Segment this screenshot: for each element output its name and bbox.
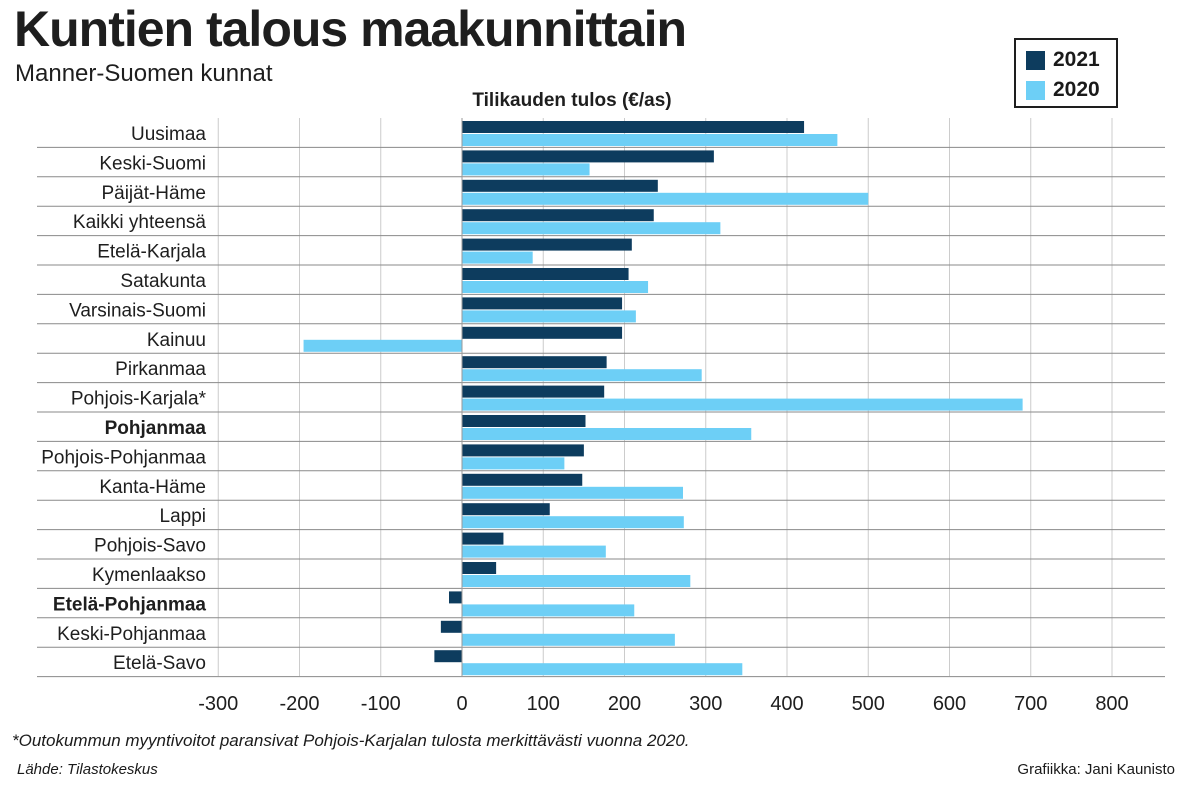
axis-title: Tilikauden tulos (€/as)	[472, 90, 671, 111]
bar-2021	[462, 238, 632, 251]
x-tick-label: 600	[933, 693, 966, 715]
category-label: Etelä-Savo	[113, 653, 206, 674]
bar-2020	[462, 369, 702, 382]
x-tick-label: -300	[198, 693, 238, 715]
legend-label-2021: 2021	[1053, 48, 1100, 71]
bar-2020	[462, 222, 721, 235]
bar-2020	[462, 163, 590, 176]
bar-2020	[462, 516, 684, 529]
bar-2021	[462, 385, 605, 398]
bar-2021	[462, 326, 623, 339]
graphic-credit: Grafiikka: Jani Kaunisto	[1017, 761, 1175, 778]
page-title: Kuntien talous maakunnittain	[14, 1, 687, 57]
category-label: Satakunta	[120, 271, 206, 292]
x-tick-label: 100	[527, 693, 560, 715]
bar-2021	[462, 532, 504, 545]
x-tick-label: -200	[279, 693, 319, 715]
x-tick-label: 500	[852, 693, 885, 715]
bar-2020	[462, 398, 1023, 411]
page-subtitle: Manner-Suomen kunnat	[15, 60, 273, 87]
bar-2021	[462, 503, 550, 516]
category-label: Kymenlaakso	[92, 565, 206, 586]
category-label: Lappi	[160, 506, 207, 527]
bar-2021	[434, 650, 462, 663]
x-tick-label: 300	[689, 693, 722, 715]
bar-2020	[462, 251, 533, 264]
bar-2020	[462, 134, 838, 146]
bar-2021	[462, 268, 629, 280]
chart-legend: 2021 2020	[1014, 38, 1118, 108]
bar-2020	[462, 192, 869, 205]
category-label: Etelä-Karjala	[97, 242, 206, 263]
bar-2021	[462, 121, 805, 133]
category-label: Pohjois-Pohjanmaa	[41, 447, 206, 468]
bar-2020	[462, 545, 606, 558]
bar-2020	[462, 604, 635, 617]
source-note: Lähde: Tilastokeskus	[17, 761, 158, 778]
x-tick-label: 400	[770, 693, 803, 715]
bar-2020	[303, 339, 462, 352]
bar-2020	[462, 428, 752, 440]
bar-2021	[462, 473, 583, 486]
bar-2020	[462, 310, 636, 323]
x-tick-label: 700	[1014, 693, 1047, 715]
bar-2020	[462, 281, 649, 293]
category-label: Kainuu	[147, 330, 206, 351]
bar-2020	[462, 457, 565, 470]
bar-2021	[449, 591, 462, 604]
legend-label-2020: 2020	[1053, 78, 1100, 101]
category-label: Etelä-Pohjanmaa	[53, 594, 207, 615]
category-label: Pirkanmaa	[115, 359, 206, 380]
legend-swatch-2021	[1026, 51, 1045, 70]
bar-2021	[462, 297, 623, 310]
bar-2021	[440, 620, 462, 633]
bar-2020	[462, 575, 691, 587]
bar-2021	[462, 356, 607, 369]
footnote: *Outokummun myyntivoitot paransivat Pohj…	[12, 731, 690, 750]
bar-2021	[462, 415, 586, 427]
bar-2021	[462, 209, 654, 222]
bar-2020	[462, 486, 683, 499]
bar-2021	[462, 444, 584, 457]
category-label: Pohjois-Savo	[94, 536, 206, 557]
bar-2020	[462, 663, 743, 676]
legend-swatch-2020	[1026, 81, 1045, 100]
category-label: Uusimaa	[131, 124, 206, 145]
x-tick-label: 800	[1095, 693, 1128, 715]
x-tick-label: 200	[608, 693, 641, 715]
bar-2021	[462, 179, 658, 192]
bar-2021	[462, 562, 497, 574]
x-tick-label: -100	[361, 693, 401, 715]
bar-2020	[462, 633, 675, 646]
category-label: Keski-Suomi	[99, 153, 206, 174]
category-label: Kanta-Häme	[99, 477, 206, 498]
category-label: Pohjois-Karjala*	[71, 389, 207, 410]
x-tick-label: 0	[456, 693, 467, 715]
bar-2021	[462, 150, 714, 163]
category-label: Päijät-Häme	[101, 183, 206, 204]
category-label: Varsinais-Suomi	[69, 300, 206, 321]
category-label: Kaikki yhteensä	[73, 212, 207, 233]
category-label: Keski-Pohjanmaa	[57, 624, 206, 645]
category-label: Pohjanmaa	[105, 418, 207, 439]
